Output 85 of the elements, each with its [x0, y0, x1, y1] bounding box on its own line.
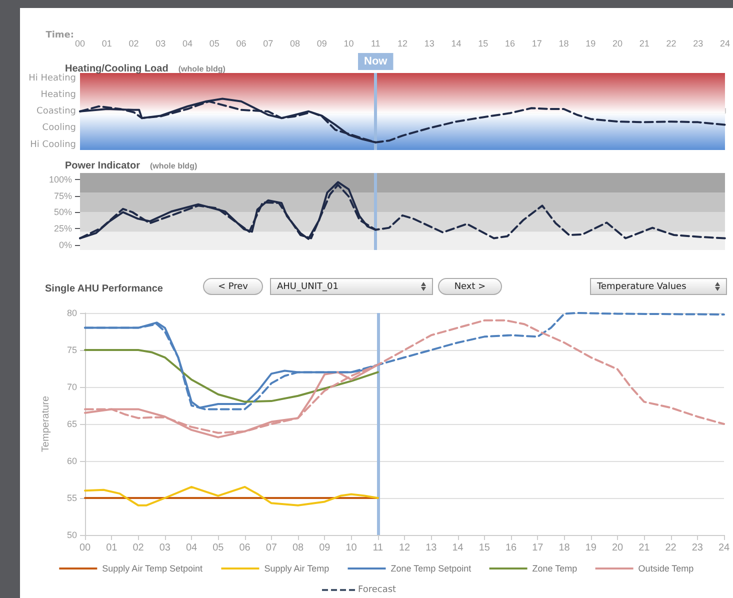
x-tick-label: 01: [106, 542, 118, 554]
x-tick-label: 22: [666, 38, 676, 48]
y-tick-label: 50%: [54, 207, 72, 218]
x-tick-label: 02: [128, 38, 139, 48]
y-tick-label: 60: [66, 456, 77, 466]
x-tick-label: 19: [585, 542, 597, 554]
x-tick-label: 09: [316, 38, 327, 48]
text: Coasting: [36, 106, 76, 117]
x-tick-label: 17: [532, 38, 542, 48]
x-tick-label: 02: [132, 542, 144, 554]
x-tick-label: 12: [398, 542, 410, 554]
legend-label: Zone Temp Setpoint: [390, 564, 472, 574]
y-tick-label: 65: [66, 419, 77, 429]
legend-label: Supply Air Temp: [264, 564, 330, 574]
prev-button: < Prev: [203, 278, 263, 295]
x-tick-label: 09: [319, 542, 331, 554]
x-tick-label: 15: [478, 542, 490, 554]
chart-subtitle: (whole bldg): [150, 162, 198, 170]
x-tick-label: 10: [344, 38, 354, 48]
x-tick-label: 18: [558, 38, 569, 48]
y-tick-label: 100%: [48, 174, 72, 185]
y-tick-label: 70: [66, 382, 77, 392]
y-tick-label: 50: [66, 530, 77, 540]
x-tick-label: 13: [426, 542, 438, 554]
legend-label: Zone Temp: [532, 564, 578, 574]
x-tick-label: 11: [370, 38, 380, 48]
x-tick-label: 07: [263, 38, 274, 48]
x-tick-label: 17: [532, 542, 544, 554]
x-tick-label: 11: [372, 542, 384, 554]
x-tick-label: 19: [586, 38, 596, 48]
x-tick-label: 08: [292, 542, 304, 554]
legend-label: Supply Air Temp Setpoint: [102, 564, 204, 574]
x-tick-label: 01: [102, 38, 112, 48]
text: Heating: [40, 90, 76, 100]
x-tick-label: 05: [212, 542, 224, 554]
x-tick-label: 13: [424, 38, 434, 48]
y-tick-label: 80: [66, 308, 77, 318]
x-tick-label: 18: [558, 542, 570, 554]
x-tick-label: 05: [209, 38, 220, 48]
x-tick-label: 14: [451, 38, 462, 48]
chart-title: Single AHU Performance: [45, 284, 164, 294]
x-axis-title: Time:: [46, 30, 74, 40]
x-tick-label: 23: [693, 38, 704, 48]
x-tick-label: 22: [665, 542, 677, 554]
x-tick-label: 14: [452, 542, 464, 554]
text: Hi Cooling: [30, 140, 76, 150]
x-tick-label: 00: [79, 542, 91, 554]
x-tick-label: 00: [74, 38, 86, 48]
x-tick-label: 24: [718, 542, 730, 554]
y-tick-label: 55: [66, 493, 77, 503]
x-tick-label: 21: [639, 38, 650, 48]
x-tick-label: 03: [159, 542, 171, 554]
x-tick-label: 15: [478, 38, 488, 48]
x-tick-label: 04: [182, 38, 193, 48]
y-tick-label: 0%: [58, 240, 72, 250]
y-tick-label: 75: [66, 345, 77, 355]
x-tick-label: 16: [505, 542, 517, 554]
x-tick-label: 12: [397, 38, 408, 48]
chart-title: Power Indicator: [65, 160, 140, 172]
x-tick-label: 06: [236, 38, 246, 48]
x-tick-label: 21: [638, 542, 650, 554]
ref-line-label: Now: [364, 56, 388, 68]
chart-title: Heating/Cooling Load: [65, 64, 168, 74]
x-tick-label: 10: [346, 542, 358, 554]
x-tick-label: 20: [612, 38, 623, 48]
x-tick-label: 07: [266, 542, 278, 554]
x-tick-label: 04: [186, 542, 198, 554]
legend-label: Outside Temp: [638, 564, 694, 574]
unit-dropdown: AHU_UNIT_01: [270, 278, 433, 295]
view-dropdown: Temperature Values: [590, 278, 727, 295]
x-tick-label: 23: [692, 542, 704, 554]
chart-subtitle: (whole bldg): [178, 64, 226, 74]
text: Cooling: [42, 123, 76, 134]
x-tick-label: 08: [290, 38, 300, 48]
x-tick-label: 03: [156, 38, 166, 48]
next-button: Next >: [438, 278, 502, 295]
x-tick-label: 24: [720, 38, 730, 48]
y-axis-title: Temperature: [40, 395, 52, 452]
y-tick-label: 25%: [54, 223, 72, 234]
text: Forecast: [358, 585, 396, 595]
x-tick-label: 06: [239, 542, 251, 554]
x-tick-label: 20: [612, 542, 624, 554]
text: Hi Heating: [28, 73, 76, 84]
x-tick-label: 16: [504, 38, 516, 48]
y-tick-label: 75%: [54, 190, 72, 201]
